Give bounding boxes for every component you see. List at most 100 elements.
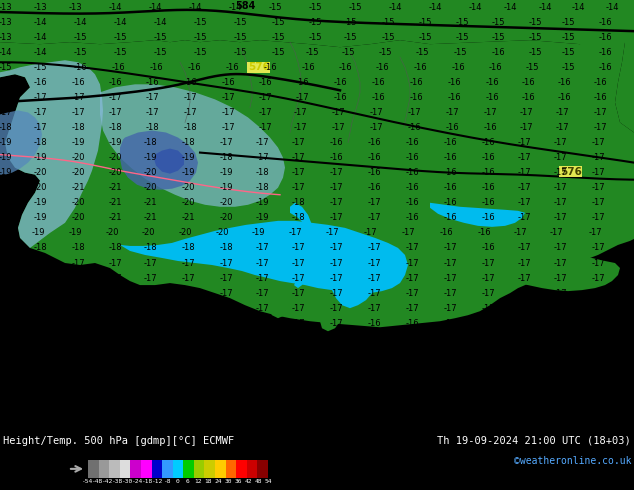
Bar [236,460,247,478]
Text: 30: 30 [224,479,232,484]
Text: 48: 48 [254,479,262,484]
Text: -17: -17 [517,213,531,222]
Text: -15: -15 [308,2,321,12]
Text: -16: -16 [447,78,461,87]
Text: -16: -16 [333,78,347,87]
Text: -17: -17 [553,273,567,283]
Text: -17: -17 [143,364,157,373]
Text: -18: -18 [108,244,122,252]
Text: -17: -17 [517,349,531,358]
Text: -16: -16 [557,93,571,102]
Text: -16: -16 [517,394,531,403]
Text: -17: -17 [33,318,47,328]
Text: -17: -17 [553,304,567,313]
Text: -48: -48 [93,479,103,484]
Text: -16: -16 [549,409,563,418]
Text: -17: -17 [553,334,567,343]
Text: -15: -15 [525,63,539,72]
Text: -17: -17 [481,304,495,313]
Text: -16: -16 [481,364,495,373]
Text: -20: -20 [33,183,47,192]
Text: -17: -17 [443,259,457,268]
Text: -20: -20 [178,228,191,237]
Text: -17: -17 [145,93,158,102]
Text: -16: -16 [149,63,163,72]
Text: -16: -16 [401,409,415,418]
Text: -42: -42 [102,479,113,484]
Text: -17: -17 [553,318,567,328]
Text: -18: -18 [181,138,195,147]
Text: -19: -19 [0,138,12,147]
Text: -19: -19 [256,213,269,222]
Polygon shape [0,60,103,248]
Text: -20: -20 [108,153,122,162]
Text: -17: -17 [33,123,47,132]
Text: -17: -17 [219,364,233,373]
Text: -17: -17 [143,259,157,268]
Text: -17: -17 [258,93,272,102]
Text: -15: -15 [528,33,541,42]
Text: -16: -16 [367,379,381,388]
Text: -15: -15 [0,63,12,72]
Text: -18: -18 [256,168,269,177]
Text: -17: -17 [367,198,381,207]
Text: -17: -17 [108,334,122,343]
Text: -15: -15 [561,33,575,42]
Text: -17: -17 [445,108,459,117]
Text: -18: -18 [291,213,305,222]
Text: -16: -16 [413,63,427,72]
Text: -16: -16 [553,424,567,433]
Text: -17: -17 [108,289,122,297]
Text: -17: -17 [33,304,47,313]
Text: -17: -17 [219,273,233,283]
Text: -17: -17 [443,244,457,252]
Text: -18: -18 [108,123,122,132]
Text: -17: -17 [591,334,605,343]
Text: -14: -14 [33,33,47,42]
Text: -21: -21 [143,198,157,207]
Text: -16: -16 [187,63,201,72]
Text: -17: -17 [517,138,531,147]
Text: -17: -17 [517,168,531,177]
Text: -19: -19 [0,168,12,177]
Text: -13: -13 [0,33,12,42]
Text: -17: -17 [33,289,47,297]
Text: -17: -17 [256,259,269,268]
Text: -17: -17 [519,108,533,117]
Text: -17: -17 [369,123,383,132]
Text: -16: -16 [517,379,531,388]
Text: -17: -17 [71,304,85,313]
Text: -17: -17 [591,394,605,403]
Text: -16: -16 [0,379,12,388]
Text: -16: -16 [367,153,381,162]
Text: -17: -17 [0,364,12,373]
Text: -16: -16 [443,138,457,147]
Text: 0: 0 [176,479,180,484]
Text: -17: -17 [367,289,381,297]
Text: -8: -8 [164,479,172,484]
Text: -15: -15 [74,48,87,57]
Bar [99,460,109,478]
Text: -16: -16 [183,78,197,87]
Text: -17: -17 [517,334,531,343]
Text: -21: -21 [108,213,122,222]
Text: -16: -16 [0,93,12,102]
Text: -15: -15 [381,18,395,26]
Text: -16: -16 [367,394,381,403]
Text: -17: -17 [0,108,12,117]
Text: -14: -14 [113,18,127,26]
Text: -17: -17 [33,273,47,283]
Text: -16: -16 [291,394,305,403]
Text: -17: -17 [219,334,233,343]
Text: -21: -21 [143,213,157,222]
Polygon shape [290,203,316,288]
Text: -16: -16 [481,394,495,403]
Text: -17: -17 [553,198,567,207]
Text: -16: -16 [481,334,495,343]
Text: -15: -15 [113,48,127,57]
Bar [152,460,162,478]
Text: -19: -19 [33,153,47,162]
Text: -17: -17 [256,289,269,297]
Text: -16: -16 [367,138,381,147]
Text: -16: -16 [451,63,465,72]
